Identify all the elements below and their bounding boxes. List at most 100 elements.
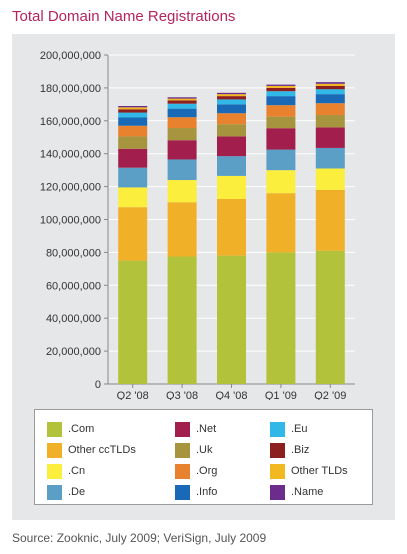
chart-legend: .Com Other ccTLDs .Cn .De .Net .Uk .Org .Info .E… <box>34 409 373 505</box>
bar-other-tlds-q1-09 <box>266 85 296 88</box>
y-tick-label: 20,000,000 <box>46 346 101 358</box>
y-tick-label: 160,000,000 <box>40 116 101 128</box>
legend-swatch <box>270 442 285 458</box>
y-tick-label: 80,000,000 <box>46 247 101 259</box>
x-tick-label: Q2 '08 <box>117 390 149 400</box>
legend-swatch <box>47 463 62 479</box>
bar-uk-q2-08 <box>118 136 148 149</box>
bar-net-q1-09 <box>266 128 296 150</box>
y-tick-label: 140,000,000 <box>40 149 101 161</box>
legend-swatch <box>270 421 285 437</box>
legend-label: .Com <box>68 423 95 435</box>
bar-eu-q3-08 <box>167 103 197 109</box>
bar-biz-q2-09 <box>315 85 345 90</box>
legend-swatch <box>47 484 62 500</box>
y-tick-label: 40,000,000 <box>46 313 101 325</box>
bar-biz-q4-08 <box>217 96 246 100</box>
y-tick-label: 0 <box>95 379 101 391</box>
legend-label: .De <box>68 486 86 498</box>
bar-com-q2-09 <box>315 250 345 384</box>
bar-org-q3-08 <box>167 117 197 129</box>
bar-other-cctlds-q3-08 <box>167 202 197 257</box>
bar-info-q1-09 <box>266 96 296 106</box>
bar-name-q4-08 <box>217 92 246 95</box>
y-tick-label: 100,000,000 <box>40 215 101 227</box>
bar-com-q3-08 <box>167 256 197 384</box>
bar-biz-q1-09 <box>266 87 296 92</box>
legend-label: Other TLDs <box>291 465 348 477</box>
bar-info-q4-08 <box>217 104 246 114</box>
bar-biz-q3-08 <box>167 100 197 104</box>
bar-name-q3-08 <box>167 97 197 99</box>
bar-cn-q3-08 <box>167 180 197 203</box>
legend-item-net: .Net <box>175 420 216 438</box>
bar-de-q1-09 <box>266 149 296 171</box>
legend-swatch <box>175 421 190 437</box>
chart-title: Total Domain Name Registrations <box>12 8 236 25</box>
bar-other-cctlds-q1-09 <box>266 193 296 253</box>
legend-label: .Name <box>291 486 324 498</box>
legend-item-other-tlds: Other TLDs <box>270 462 348 480</box>
bar-info-q3-08 <box>167 108 197 118</box>
legend-label: .Org <box>196 465 218 477</box>
bar-de-q2-09 <box>315 147 345 169</box>
x-tick-label: Q4 '08 <box>215 390 247 400</box>
bar-eu-q4-08 <box>217 99 246 105</box>
bar-cn-q2-08 <box>118 187 148 208</box>
legend-item-com: .Com <box>47 420 94 438</box>
legend-swatch <box>47 442 62 458</box>
bar-other-tlds-q2-08 <box>118 107 148 110</box>
bar-org-q2-08 <box>118 125 148 137</box>
bar-eu-q2-08 <box>118 112 148 118</box>
legend-swatch <box>270 463 285 479</box>
x-tick-label: Q1 '09 <box>265 390 297 400</box>
y-tick-label: 120,000,000 <box>40 182 101 194</box>
bar-net-q2-08 <box>118 148 148 168</box>
legend-item-eu: .Eu <box>270 420 308 438</box>
legend-item-biz: .Biz <box>270 441 309 459</box>
bar-net-q4-08 <box>217 136 246 157</box>
bar-cn-q2-09 <box>315 168 345 190</box>
legend-item-uk: .Uk <box>175 441 213 459</box>
bar-org-q1-09 <box>266 105 296 117</box>
bar-uk-q4-08 <box>217 124 246 137</box>
bar-org-q2-09 <box>315 103 345 116</box>
bar-uk-q1-09 <box>266 116 296 129</box>
bar-com-q1-09 <box>266 252 296 384</box>
bar-info-q2-08 <box>118 117 148 126</box>
legend-label: .Info <box>196 486 218 498</box>
x-tick-label: Q2 '09 <box>314 390 346 400</box>
bar-other-cctlds-q2-09 <box>315 189 345 251</box>
legend-item-org: .Org <box>175 462 217 480</box>
bar-net-q2-09 <box>315 127 345 148</box>
bar-uk-q2-09 <box>315 115 345 128</box>
stacked-bar-chart: 0 20,000,000 40,000,000 60,000,000 80,000,00… <box>40 50 355 400</box>
bar-eu-q1-09 <box>266 91 296 97</box>
legend-label: .Cn <box>68 465 86 477</box>
legend-swatch <box>175 442 190 458</box>
legend-item-name: .Name <box>270 483 323 501</box>
bar-other-tlds-q4-08 <box>217 94 246 97</box>
bar-eu-q2-09 <box>315 89 345 95</box>
legend-label: .Net <box>196 423 217 435</box>
bar-name-q2-08 <box>118 105 148 108</box>
legend-label: .Biz <box>291 444 310 456</box>
legend-label: .Eu <box>291 423 308 435</box>
bar-cn-q1-09 <box>266 170 296 194</box>
bar-de-q4-08 <box>217 156 246 176</box>
legend-swatch <box>175 463 190 479</box>
legend-swatch <box>47 421 62 437</box>
legend-item-info: .Info <box>175 483 217 501</box>
source-note: Source: Zooknic, July 2009; VeriSign, Ju… <box>12 531 267 545</box>
bar-uk-q3-08 <box>167 128 197 141</box>
bar-other-cctlds-q4-08 <box>217 198 246 256</box>
y-tick-label: 180,000,000 <box>40 83 101 95</box>
legend-swatch <box>270 484 285 500</box>
bar-other-tlds-q2-09 <box>315 83 345 86</box>
y-tick-label: 60,000,000 <box>46 280 101 292</box>
bar-org-q4-08 <box>217 113 246 125</box>
bar-com-q4-08 <box>217 255 246 384</box>
y-tick-label: 200,000,000 <box>40 50 101 62</box>
bar-com-q2-08 <box>118 260 148 384</box>
legend-label: .Uk <box>196 444 213 456</box>
